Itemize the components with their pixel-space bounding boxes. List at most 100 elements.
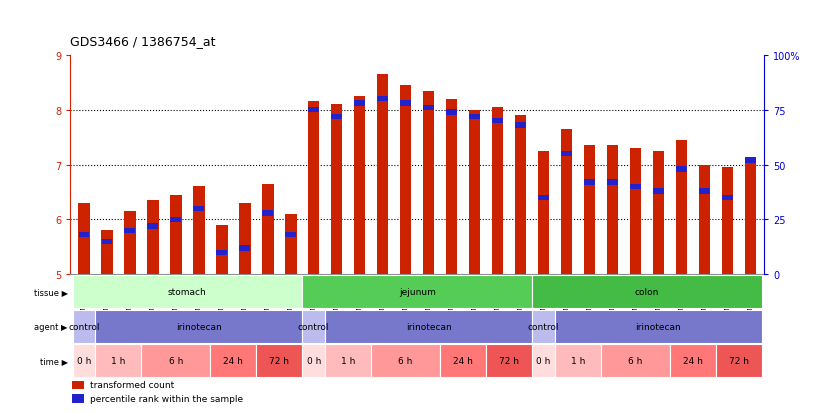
Bar <box>148 224 159 229</box>
Bar <box>72 381 84 389</box>
Bar <box>584 180 595 185</box>
Bar <box>354 97 365 275</box>
Bar <box>532 344 555 377</box>
Text: time ▶: time ▶ <box>40 356 68 366</box>
Bar <box>124 211 135 275</box>
Bar <box>262 184 273 275</box>
Bar <box>240 246 250 251</box>
Bar <box>716 344 762 377</box>
Bar <box>308 108 319 113</box>
Bar <box>446 110 457 115</box>
Text: tissue ▶: tissue ▶ <box>34 287 68 296</box>
Bar <box>73 275 302 309</box>
Bar <box>73 310 96 343</box>
Bar <box>676 140 687 275</box>
Bar <box>486 344 532 377</box>
Bar <box>216 250 227 255</box>
Bar <box>308 102 320 275</box>
Bar <box>492 119 503 124</box>
Bar <box>170 195 182 275</box>
Text: 1 h: 1 h <box>571 356 585 366</box>
Bar <box>601 344 670 377</box>
Text: 72 h: 72 h <box>499 356 519 366</box>
Bar <box>423 106 434 111</box>
Bar <box>263 211 273 216</box>
Bar <box>302 344 325 377</box>
Text: control: control <box>69 322 100 331</box>
Bar <box>699 189 710 194</box>
Text: 1 h: 1 h <box>112 356 126 366</box>
Bar <box>745 158 756 164</box>
Text: 0 h: 0 h <box>77 356 91 366</box>
Bar <box>325 310 532 343</box>
Text: agent ▶: agent ▶ <box>34 322 68 331</box>
Bar <box>125 228 135 233</box>
Bar <box>302 275 532 309</box>
Bar <box>147 201 159 275</box>
Text: percentile rank within the sample: percentile rank within the sample <box>90 394 243 403</box>
Text: 24 h: 24 h <box>453 356 473 366</box>
Bar <box>607 180 618 185</box>
Bar <box>722 168 733 275</box>
Bar <box>256 344 302 377</box>
Bar <box>216 225 228 275</box>
Bar <box>491 108 503 275</box>
Bar <box>354 101 365 107</box>
Text: irinotecan: irinotecan <box>176 322 221 331</box>
Text: 24 h: 24 h <box>683 356 703 366</box>
Bar <box>102 239 112 244</box>
Bar <box>469 114 480 120</box>
Text: 72 h: 72 h <box>729 356 749 366</box>
Bar <box>331 114 342 120</box>
Bar <box>331 105 343 275</box>
Text: GDS3466 / 1386754_at: GDS3466 / 1386754_at <box>70 35 216 47</box>
Bar <box>670 344 716 377</box>
Text: 24 h: 24 h <box>223 356 244 366</box>
Text: 1 h: 1 h <box>341 356 355 366</box>
Bar <box>538 152 549 275</box>
Text: control: control <box>298 322 330 331</box>
Text: irinotecan: irinotecan <box>635 322 681 331</box>
Bar <box>170 217 182 223</box>
Bar <box>699 165 710 275</box>
Text: control: control <box>528 322 559 331</box>
Bar <box>377 75 388 275</box>
Bar <box>532 310 555 343</box>
Bar <box>78 233 89 238</box>
Bar <box>102 231 112 275</box>
Bar <box>371 344 440 377</box>
Bar <box>400 86 411 275</box>
Bar <box>423 91 434 275</box>
Text: stomach: stomach <box>168 287 206 296</box>
Bar <box>302 310 325 343</box>
Bar <box>629 149 641 275</box>
Bar <box>446 100 458 275</box>
Bar <box>440 344 486 377</box>
Bar <box>96 310 302 343</box>
Bar <box>584 146 596 275</box>
Bar <box>630 184 641 190</box>
Text: 0 h: 0 h <box>536 356 551 366</box>
Bar <box>377 97 388 102</box>
Bar <box>78 204 90 275</box>
Bar <box>555 310 762 343</box>
Bar <box>72 394 84 403</box>
Bar <box>325 344 371 377</box>
Text: 72 h: 72 h <box>269 356 289 366</box>
Text: colon: colon <box>634 287 659 296</box>
Bar <box>469 110 480 275</box>
Bar <box>285 214 297 275</box>
Bar <box>193 187 205 275</box>
Bar <box>96 344 141 377</box>
Text: irinotecan: irinotecan <box>406 322 452 331</box>
Bar <box>211 344 256 377</box>
Bar <box>515 116 526 275</box>
Bar <box>722 195 733 201</box>
Bar <box>400 101 411 107</box>
Bar <box>73 344 96 377</box>
Bar <box>239 204 250 275</box>
Text: 6 h: 6 h <box>629 356 643 366</box>
Text: 6 h: 6 h <box>169 356 183 366</box>
Bar <box>538 195 549 201</box>
Bar <box>653 152 664 275</box>
